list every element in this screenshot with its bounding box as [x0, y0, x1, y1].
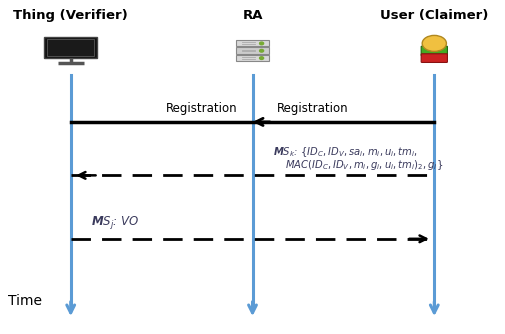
Text: RA: RA — [242, 9, 263, 21]
Text: Registration: Registration — [277, 102, 349, 115]
Text: $\boldsymbol{MS_j}$: $VO$: $\boldsymbol{MS_j}$: $VO$ — [91, 214, 139, 231]
FancyBboxPatch shape — [421, 54, 447, 62]
Text: Time: Time — [8, 294, 41, 308]
FancyBboxPatch shape — [236, 55, 269, 61]
FancyBboxPatch shape — [44, 37, 97, 58]
Text: User (Claimer): User (Claimer) — [380, 9, 488, 21]
Circle shape — [422, 35, 446, 51]
FancyBboxPatch shape — [47, 39, 94, 56]
Circle shape — [260, 57, 264, 59]
FancyBboxPatch shape — [236, 47, 269, 54]
Text: $\boldsymbol{MS_k}$: $\{ID_C, ID_V, sa_i, m_i, u_i, tm_i,$: $\boldsymbol{MS_k}$: $\{ID_C, ID_V, sa_i… — [273, 146, 418, 159]
Text: Registration: Registration — [166, 102, 238, 115]
Circle shape — [260, 49, 264, 52]
Text: $MAC(ID_C, ID_V, m_i, g_i, u_i, tm_i)_2, g_i\}$: $MAC(ID_C, ID_V, m_i, g_i, u_i, tm_i)_2,… — [285, 158, 444, 172]
Circle shape — [260, 42, 264, 45]
FancyBboxPatch shape — [236, 40, 269, 46]
Text: Thing (Verifier): Thing (Verifier) — [13, 9, 128, 21]
FancyBboxPatch shape — [421, 46, 447, 56]
